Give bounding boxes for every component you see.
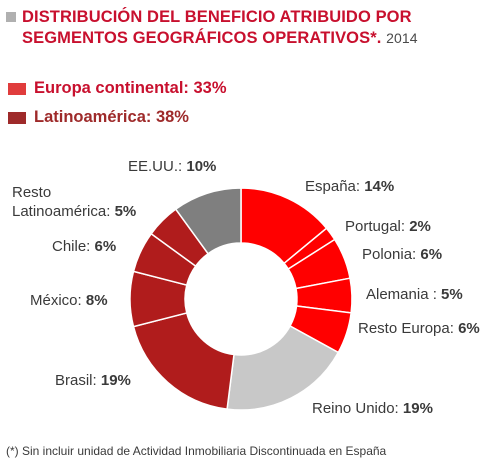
label-chile-pct: 6% <box>94 238 117 255</box>
footnote: (*) Sin incluir unidad de Actividad Inmo… <box>6 444 387 458</box>
title-line-2-text: SEGMENTOS GEOGRÁFICOS OPERATIVOS*. <box>22 29 382 47</box>
slice-reino-unido <box>226 324 340 411</box>
label-resto-europa-pct: 6% <box>458 320 480 337</box>
label-eeuu: EE.UU.: 10% <box>128 158 216 175</box>
donut-slices <box>129 187 353 411</box>
label-brasil: Brasil: 19% <box>55 372 131 389</box>
legend-label-europa: Europa continental: 33% <box>34 79 227 97</box>
legend-label-latam: Latinoamérica: 38% <box>34 108 189 126</box>
title-line-1: DISTRIBUCIÓN DEL BENEFICIO ATRIBUIDO POR <box>22 8 412 26</box>
label-portugal-pct: 2% <box>409 218 431 235</box>
legend-item-latam: Latinoamérica: 38% <box>8 108 189 127</box>
title-line-2: SEGMENTOS GEOGRÁFICOS OPERATIVOS*. 2014 <box>22 28 492 49</box>
legend-swatch-latam <box>8 111 26 124</box>
chart-title: DISTRIBUCIÓN DEL BENEFICIO ATRIBUIDO POR… <box>22 7 492 49</box>
label-chile-name: Chile: <box>52 238 91 255</box>
label-polonia: Polonia: 6% <box>362 246 442 263</box>
label-alemania-pct: 5% <box>441 286 463 303</box>
legend-swatch-europa <box>8 82 26 95</box>
label-mexico-name: México: <box>30 292 82 309</box>
label-eeuu-pct: 10% <box>186 158 217 175</box>
label-polonia-name: Polonia: <box>362 246 417 263</box>
label-chile: Chile: 6% <box>52 238 116 255</box>
label-brasil-pct: 19% <box>100 372 131 389</box>
legend-item-europa: Europa continental: 33% <box>8 79 227 98</box>
label-portugal: Portugal: 2% <box>345 218 431 235</box>
label-polonia-pct: 6% <box>420 246 443 263</box>
label-brasil-name: Brasil: <box>55 372 97 389</box>
label-resto-latam-line1: Resto <box>12 184 52 201</box>
label-espana-name: España: <box>305 178 361 195</box>
label-reino-unido-name: Reino Unido: <box>312 400 399 417</box>
label-resto-latam-name: Latinoamérica: <box>12 203 111 220</box>
label-alemania: Alemania : 5% <box>366 286 463 303</box>
label-reino-unido-pct: 19% <box>402 400 433 417</box>
label-mexico-pct: 8% <box>85 292 108 309</box>
label-resto-latam-pct: 5% <box>114 203 137 220</box>
label-reino-unido: Reino Unido: 19% <box>312 400 433 417</box>
label-alemania-name: Alemania : <box>366 286 437 303</box>
title-marker-icon <box>6 12 16 22</box>
label-resto-europa-name: Resto Europa: <box>358 320 454 337</box>
title-year: 2014 <box>386 30 418 46</box>
label-espana: España: 14% <box>305 178 394 195</box>
label-mexico: México: 8% <box>30 292 108 309</box>
label-resto-europa: Resto Europa: 6% <box>358 320 480 337</box>
label-eeuu-name: EE.UU.: <box>128 158 183 175</box>
label-resto-latam: Latinoamérica: 5% <box>12 203 136 220</box>
slice-brasil <box>132 312 235 410</box>
label-portugal-name: Portugal: <box>345 218 406 235</box>
label-espana-pct: 14% <box>364 178 395 195</box>
slice-ee-uu- <box>174 187 242 255</box>
